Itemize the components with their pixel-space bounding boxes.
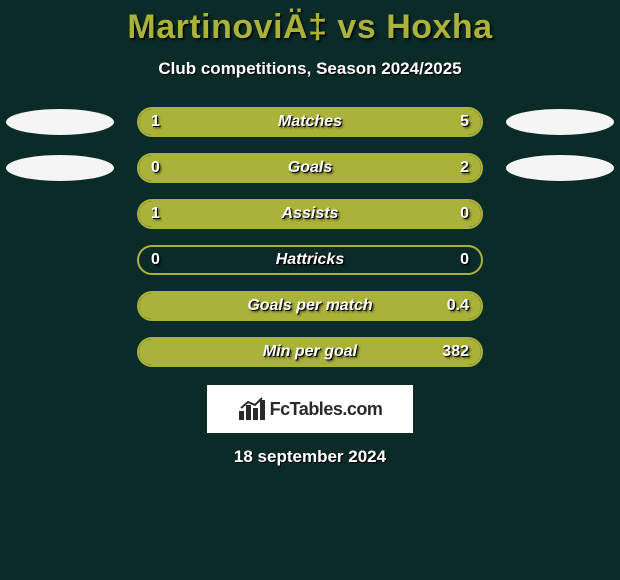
stat-value-left: 1: [151, 109, 160, 135]
player-badge-right: [506, 155, 614, 181]
stat-label: Goals per match: [139, 293, 481, 319]
publish-date: 18 september 2024: [234, 447, 386, 467]
player-badge-left: [6, 155, 114, 181]
comparison-infographic: MartinoviÄ‡ vs Hoxha Club competitions, …: [0, 0, 620, 580]
stat-label: Assists: [139, 201, 481, 227]
page-title: MartinoviÄ‡ vs Hoxha: [127, 8, 492, 47]
stat-value-right: 382: [442, 339, 469, 365]
stat-value-left: 0: [151, 247, 160, 273]
stat-label: Min per goal: [139, 339, 481, 365]
stat-bar: Matches1 5: [137, 107, 483, 137]
stat-bar: Min per goal382: [137, 337, 483, 367]
stat-label: Hattricks: [139, 247, 481, 273]
stat-value-right: 5: [460, 109, 469, 135]
stat-bar: Assists1 0: [137, 199, 483, 229]
stat-bar: Goals0 2: [137, 153, 483, 183]
page-subtitle: Club competitions, Season 2024/2025: [158, 59, 461, 79]
stat-row: Goals per match0.4: [0, 291, 620, 321]
logo-text: FcTables.com: [270, 399, 383, 420]
stat-value-right: 2: [460, 155, 469, 181]
stat-bar: Hattricks0 0: [137, 245, 483, 275]
stat-label: Goals: [139, 155, 481, 181]
stat-bar: Goals per match0.4: [137, 291, 483, 321]
bar-chart-icon: [238, 397, 266, 421]
stat-rows: Matches15Goals02Assists10Hattricks00Goal…: [0, 107, 620, 367]
stat-row: Matches1 5: [0, 107, 620, 137]
stat-label: Matches: [139, 109, 481, 135]
stat-row: Min per goal382: [0, 337, 620, 367]
stat-value-right: 0.4: [447, 293, 469, 319]
player-badge-left: [6, 109, 114, 135]
stat-row: Assists1 0: [0, 199, 620, 229]
logo-bar: FcTables.com: [207, 385, 413, 433]
stat-value-left: 1: [151, 201, 160, 227]
player-badge-right: [506, 109, 614, 135]
stat-row: Hattricks0 0: [0, 245, 620, 275]
stat-value-right: 0: [460, 247, 469, 273]
stat-value-left: 0: [151, 155, 160, 181]
stat-row: Goals0 2: [0, 153, 620, 183]
stat-value-right: 0: [460, 201, 469, 227]
